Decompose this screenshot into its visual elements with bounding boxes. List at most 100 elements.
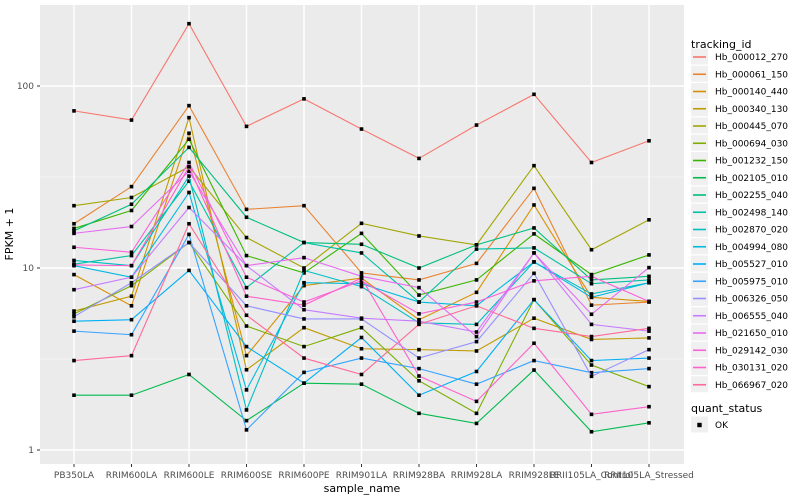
x-tick-label: RRIM600PE xyxy=(278,471,330,481)
data-point xyxy=(474,278,479,282)
data-point xyxy=(129,253,134,258)
data-point xyxy=(129,250,134,255)
data-point xyxy=(302,300,306,304)
data-point xyxy=(244,388,249,392)
data-point xyxy=(647,253,651,257)
data-point xyxy=(302,255,306,260)
data-point xyxy=(532,186,536,191)
legend-key-square xyxy=(697,422,702,428)
data-point xyxy=(244,367,249,372)
data-point xyxy=(589,374,594,379)
x-tick-label: RRIM600SE xyxy=(221,471,273,481)
data-point xyxy=(129,280,134,285)
data-point xyxy=(187,221,191,226)
data-point xyxy=(187,160,191,165)
data-point xyxy=(359,276,364,280)
data-point xyxy=(589,358,594,363)
data-point xyxy=(302,370,306,375)
data-point xyxy=(532,271,536,276)
data-point xyxy=(474,382,479,386)
data-point xyxy=(417,322,421,327)
data-point xyxy=(244,303,249,308)
data-point xyxy=(302,317,306,321)
data-point xyxy=(417,379,421,383)
legend-item-label: Hb_000694_030 xyxy=(715,139,788,149)
data-point xyxy=(129,283,134,288)
data-point xyxy=(72,245,76,250)
legend-item-label: Hb_006326_050 xyxy=(715,295,788,305)
x-tick-label: RRIM928LA xyxy=(451,471,503,481)
data-point xyxy=(417,278,421,282)
data-point xyxy=(532,260,536,264)
data-point xyxy=(474,334,479,339)
data-point xyxy=(417,366,421,371)
data-point xyxy=(244,428,249,432)
legend-item-label: Hb_030131_020 xyxy=(715,364,788,374)
data-point xyxy=(474,261,479,266)
data-point xyxy=(359,356,364,360)
data-point xyxy=(244,353,249,358)
data-point xyxy=(302,266,306,270)
data-point xyxy=(532,316,536,320)
data-point xyxy=(72,393,76,398)
data-point xyxy=(474,330,479,334)
data-point xyxy=(72,109,76,113)
data-point xyxy=(187,174,191,178)
data-point xyxy=(589,370,594,375)
data-point xyxy=(244,344,249,349)
data-point xyxy=(532,326,536,331)
data-point xyxy=(647,366,651,371)
x-tick-label: RRIM600LE xyxy=(164,471,215,481)
data-point xyxy=(417,300,421,304)
data-point xyxy=(244,324,249,328)
data-point xyxy=(129,195,134,200)
data-point xyxy=(244,253,249,258)
data-point xyxy=(72,226,76,231)
data-point xyxy=(129,275,134,280)
data-point xyxy=(244,408,249,412)
data-point xyxy=(244,275,249,280)
data-point xyxy=(302,271,306,275)
data-point xyxy=(359,382,364,386)
data-point xyxy=(359,316,364,320)
data-point xyxy=(474,339,479,344)
data-point xyxy=(359,271,364,275)
data-point xyxy=(72,221,76,226)
data-point xyxy=(187,205,191,210)
data-point xyxy=(187,137,191,142)
data-point xyxy=(359,221,364,226)
data-point xyxy=(72,287,76,292)
legend-item-label: Hb_029142_030 xyxy=(715,346,788,356)
data-point xyxy=(187,103,191,108)
data-point xyxy=(302,240,306,245)
data-point xyxy=(474,300,479,304)
legend-item-label: Hb_002498_140 xyxy=(715,208,788,218)
data-point xyxy=(129,202,134,207)
data-point xyxy=(72,258,76,263)
data-point xyxy=(302,203,306,208)
legend-item-label: Hb_002255_040 xyxy=(715,191,788,201)
data-point xyxy=(129,353,134,358)
data-point xyxy=(359,127,364,131)
data-point xyxy=(532,203,536,207)
data-point xyxy=(532,246,536,250)
data-point xyxy=(129,332,134,337)
data-point xyxy=(417,293,421,297)
data-point xyxy=(474,421,479,426)
data-point xyxy=(532,251,536,255)
legend-item-label: Hb_066967_020 xyxy=(715,381,788,391)
data-point xyxy=(474,399,479,404)
data-point xyxy=(244,235,249,240)
data-point xyxy=(72,272,76,277)
data-point xyxy=(647,356,651,360)
data-point xyxy=(474,349,479,353)
data-point xyxy=(474,123,479,127)
data-point xyxy=(417,374,421,378)
data-point xyxy=(187,164,191,169)
data-point xyxy=(589,312,594,317)
legend-item-label: Hb_000012_270 xyxy=(715,53,788,63)
data-point xyxy=(244,418,249,423)
data-point xyxy=(187,21,191,26)
data-point xyxy=(589,274,594,279)
